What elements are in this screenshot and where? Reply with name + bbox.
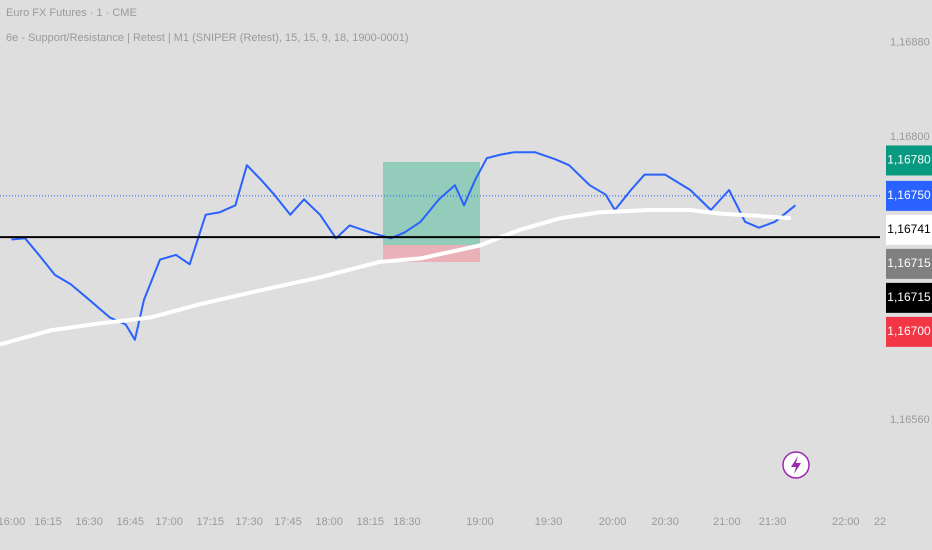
price-badge-label: 1,16750 <box>887 188 931 202</box>
x-tick-label: 18:30 <box>393 516 421 528</box>
x-tick-label: 18:00 <box>315 516 343 528</box>
x-tick-label: 17:45 <box>274 516 302 528</box>
y-tick-label: 1,16880 <box>890 36 930 48</box>
x-tick-label: 16:15 <box>34 516 62 528</box>
price-badge-label: 1,16715 <box>887 290 931 304</box>
x-tick-label: 22:00 <box>832 516 860 528</box>
price-line <box>11 151 797 341</box>
x-tick-label: 21:30 <box>759 516 787 528</box>
price-badge-label: 1,16715 <box>887 256 931 270</box>
bolt-icon <box>782 451 810 479</box>
x-tick-label: 16:00 <box>0 516 25 528</box>
x-tick-label: 17:00 <box>155 516 183 528</box>
price-badge-label: 1,16700 <box>887 324 931 338</box>
price-badge <box>886 180 932 211</box>
price-badge-label: 1,16780 <box>887 153 931 167</box>
x-tick-label: 20:00 <box>599 516 627 528</box>
price-badge <box>886 214 932 245</box>
x-tick-label: 17:30 <box>235 516 263 528</box>
x-tick-label: 16:30 <box>75 516 103 528</box>
price-badge-label: 1,16741 <box>887 222 931 236</box>
x-tick-label: 21:00 <box>713 516 741 528</box>
y-tick-label: 1,16560 <box>890 414 930 426</box>
moving-average-line <box>0 208 792 347</box>
x-tick-label: 16:45 <box>117 516 145 528</box>
x-tick-label: 22 <box>874 516 886 528</box>
x-tick-label: 19:30 <box>535 516 563 528</box>
price-badge <box>886 316 932 347</box>
chart-title: Euro FX Futures · 1 · CME <box>6 7 137 19</box>
indicator-label: 6e - Support/Resistance | Retest | M1 (S… <box>6 32 409 44</box>
y-tick-label: 1,16800 <box>890 131 930 143</box>
price-badge <box>886 248 932 279</box>
x-tick-label: 18:15 <box>357 516 385 528</box>
x-tick-label: 19:00 <box>466 516 494 528</box>
x-tick-label: 17:15 <box>197 516 225 528</box>
x-tick-label: 20:30 <box>651 516 679 528</box>
price-badge <box>886 282 932 313</box>
price-badge <box>886 145 932 176</box>
